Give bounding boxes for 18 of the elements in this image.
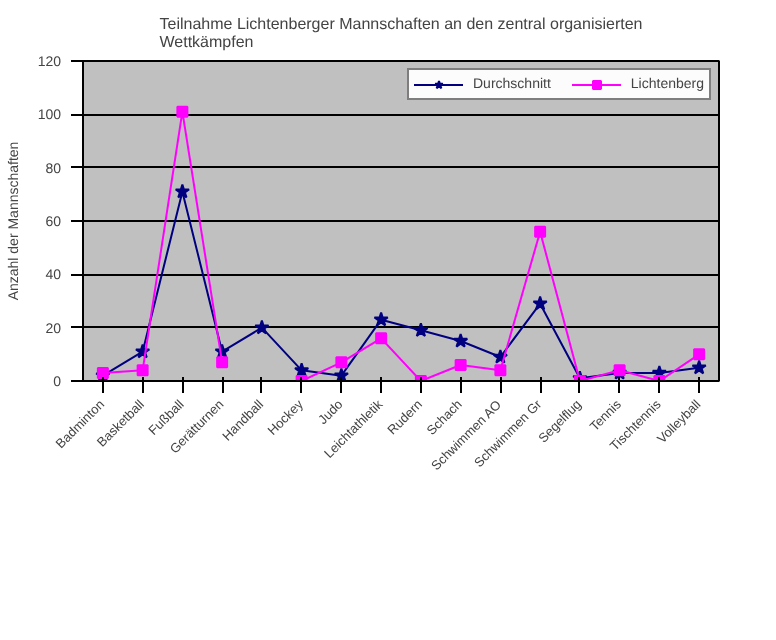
point — [293, 362, 310, 377]
point — [454, 359, 467, 371]
point — [375, 332, 388, 345]
point — [136, 364, 149, 377]
point — [494, 364, 507, 377]
point — [413, 322, 429, 337]
point — [174, 183, 191, 199]
point — [176, 105, 189, 118]
point — [534, 225, 547, 238]
chart-title: Teilnahme Lichtenberger Mannschaften an den zentral organisierten Wettkämpfen — [159, 15, 643, 51]
point — [216, 356, 229, 369]
point — [254, 319, 270, 335]
point — [373, 311, 389, 327]
point — [452, 333, 469, 348]
point — [693, 348, 706, 361]
point — [335, 356, 348, 369]
point — [691, 359, 707, 375]
point — [532, 295, 548, 311]
